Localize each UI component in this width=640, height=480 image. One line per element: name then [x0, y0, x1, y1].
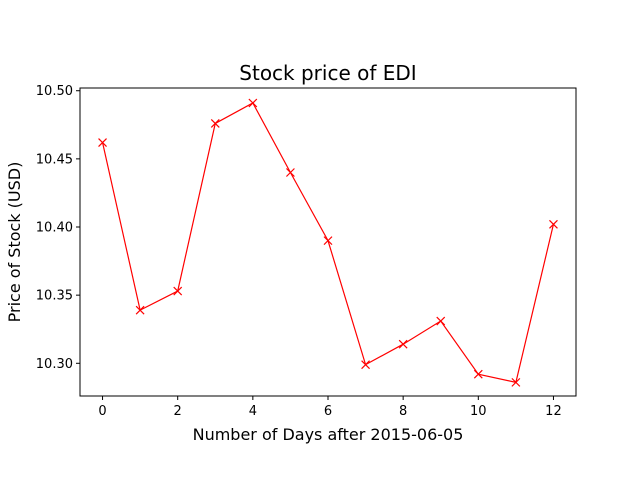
- data-point-marker: [398, 339, 408, 349]
- y-tick-label: 10.45: [36, 152, 73, 167]
- x-tick-label: 2: [174, 404, 182, 419]
- chart-title: Stock price of EDI: [239, 61, 416, 85]
- x-tick-label: 6: [324, 404, 332, 419]
- data-point-marker: [210, 119, 220, 128]
- series-line: [101, 102, 555, 384]
- x-axis-ticks: 0 2 4 6 8 10 12: [98, 396, 562, 419]
- data-point-marker: [436, 316, 446, 326]
- data-point-marker: [285, 168, 295, 177]
- series-markers: [98, 98, 558, 387]
- data-point-marker: [248, 98, 258, 108]
- x-axis-label: Number of Days after 2015-06-05: [193, 425, 464, 444]
- x-tick-label: 8: [399, 404, 407, 419]
- y-tick-label: 10.30: [36, 357, 73, 372]
- data-point-marker: [323, 236, 333, 246]
- x-tick-label: 4: [249, 404, 257, 419]
- data-point-marker: [135, 305, 145, 315]
- data-point-marker: [98, 138, 107, 147]
- y-tick-label: 10.35: [36, 289, 73, 304]
- data-point-marker: [361, 360, 371, 370]
- data-point-marker: [173, 286, 183, 296]
- y-axis-ticks: 10.30 10.35 10.40 10.45 10.50: [36, 84, 80, 372]
- y-tick-label: 10.40: [36, 221, 73, 236]
- data-point-marker: [511, 377, 521, 387]
- data-point-marker: [473, 369, 483, 379]
- x-tick-label: 12: [545, 404, 562, 419]
- x-tick-label: 0: [98, 404, 106, 419]
- x-tick-label: 10: [470, 404, 487, 419]
- y-tick-label: 10.50: [36, 84, 73, 99]
- data-point-marker: [549, 219, 558, 229]
- y-axis-label: Price of Stock (USD): [5, 162, 24, 323]
